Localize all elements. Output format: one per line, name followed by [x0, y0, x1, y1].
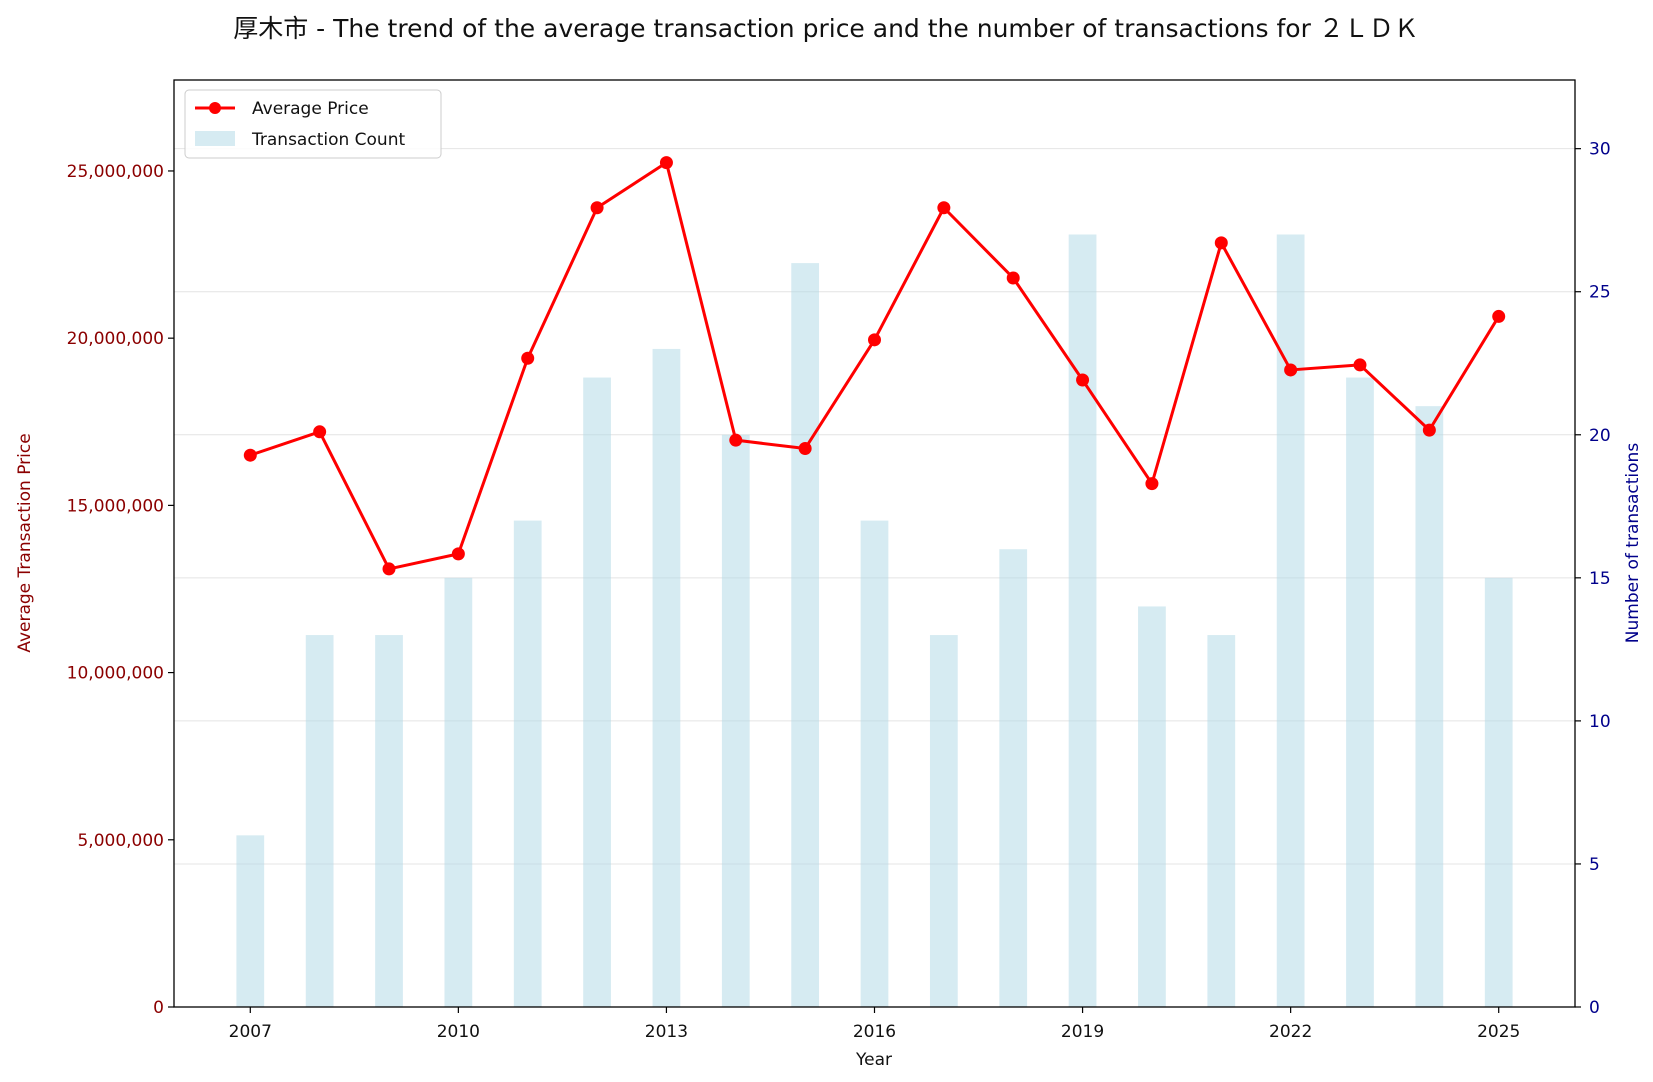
right-axis-label: Number of transactions — [1623, 443, 1643, 644]
bar-transaction-count — [1346, 377, 1374, 1007]
point-average-price — [1214, 236, 1228, 250]
right-tick-label: 0 — [1589, 998, 1600, 1018]
bar-transaction-count — [1138, 606, 1166, 1007]
point-average-price — [521, 351, 535, 365]
bar-transaction-count — [236, 835, 265, 1007]
x-tick-label: 2016 — [853, 1022, 896, 1042]
point-average-price — [868, 333, 881, 347]
point-average-price — [451, 547, 465, 561]
bar-transaction-count — [999, 549, 1028, 1007]
bar-transaction-count — [721, 434, 750, 1007]
left-tick-label: 15,000,000 — [67, 496, 164, 516]
bar-transaction-count — [375, 635, 403, 1007]
bar-transaction-count — [791, 263, 820, 1008]
point-average-price — [313, 425, 327, 439]
right-axis-ticks: 0 5 10 15 20 25 30 — [1575, 140, 1611, 1018]
left-tick-label: 25,000,000 — [67, 162, 164, 182]
legend-bar-swatch — [195, 131, 235, 146]
x-tick-label: 2019 — [1061, 1022, 1104, 1042]
right-tick-label: 25 — [1589, 283, 1611, 303]
point-average-price — [1492, 309, 1506, 323]
point-average-price — [1076, 373, 1090, 387]
bar-transaction-count — [444, 577, 473, 1007]
point-average-price — [1006, 271, 1020, 285]
point-average-price — [1353, 358, 1367, 372]
point-average-price — [729, 433, 743, 447]
x-tick-label: 2022 — [1269, 1022, 1312, 1042]
left-axis-ticks: 0 5,000,000 10,000,000 15,000,000 20,000,000… — [67, 162, 174, 1018]
bar-transaction-count — [860, 520, 889, 1007]
right-tick-label: 30 — [1589, 140, 1611, 160]
point-average-price — [937, 201, 951, 215]
line-average-price — [249, 161, 1500, 571]
chart-title: 厚木市 - The trend of the average transacti… — [233, 14, 1419, 43]
bar-series — [236, 234, 1513, 1008]
right-tick-label: 10 — [1589, 712, 1611, 732]
bar-transaction-count — [929, 635, 958, 1007]
x-tick-label: 2010 — [437, 1022, 480, 1042]
bar-transaction-count — [583, 377, 611, 1007]
bar-transaction-count — [513, 520, 542, 1007]
legend-box — [184, 89, 442, 159]
left-axis-label: Average Transaction Price — [15, 433, 35, 652]
legend: Average Price Transaction Count — [184, 89, 442, 159]
point-average-price — [1422, 423, 1436, 437]
right-tick-label: 15 — [1589, 569, 1611, 589]
bar-transaction-count — [1068, 234, 1097, 1007]
point-average-price — [659, 156, 673, 170]
bar-transaction-count — [1415, 406, 1444, 1008]
legend-marker-swatch — [209, 102, 221, 114]
left-tick-label: 10,000,000 — [67, 664, 164, 684]
point-average-price — [382, 562, 396, 576]
point-average-price — [243, 448, 257, 462]
point-average-price — [590, 201, 604, 215]
point-average-price — [798, 442, 812, 456]
x-tick-label: 2007 — [229, 1022, 272, 1042]
left-tick-label: 0 — [153, 998, 164, 1018]
x-axis-label: Year — [855, 1050, 892, 1070]
x-tick-label: 2013 — [645, 1022, 688, 1042]
legend-label-transaction-count: Transaction Count — [251, 130, 405, 150]
bar-transaction-count — [1207, 635, 1236, 1007]
x-tick-label: 2025 — [1477, 1022, 1520, 1042]
point-average-price — [1284, 363, 1298, 377]
bar-transaction-count — [652, 348, 681, 1007]
point-average-price — [1145, 477, 1159, 491]
right-tick-label: 5 — [1589, 855, 1600, 875]
bar-transaction-count — [1484, 577, 1513, 1007]
legend-label-average-price: Average Price — [252, 99, 369, 119]
line-series — [243, 156, 1506, 576]
x-axis-ticks: 2007 2010 2013 2016 2019 2022 2025 — [229, 1007, 1520, 1042]
right-tick-label: 20 — [1589, 426, 1611, 446]
left-tick-label: 5,000,000 — [77, 831, 164, 851]
bar-transaction-count — [305, 635, 334, 1007]
left-tick-label: 20,000,000 — [67, 329, 164, 349]
bar-transaction-count — [1276, 234, 1305, 1007]
